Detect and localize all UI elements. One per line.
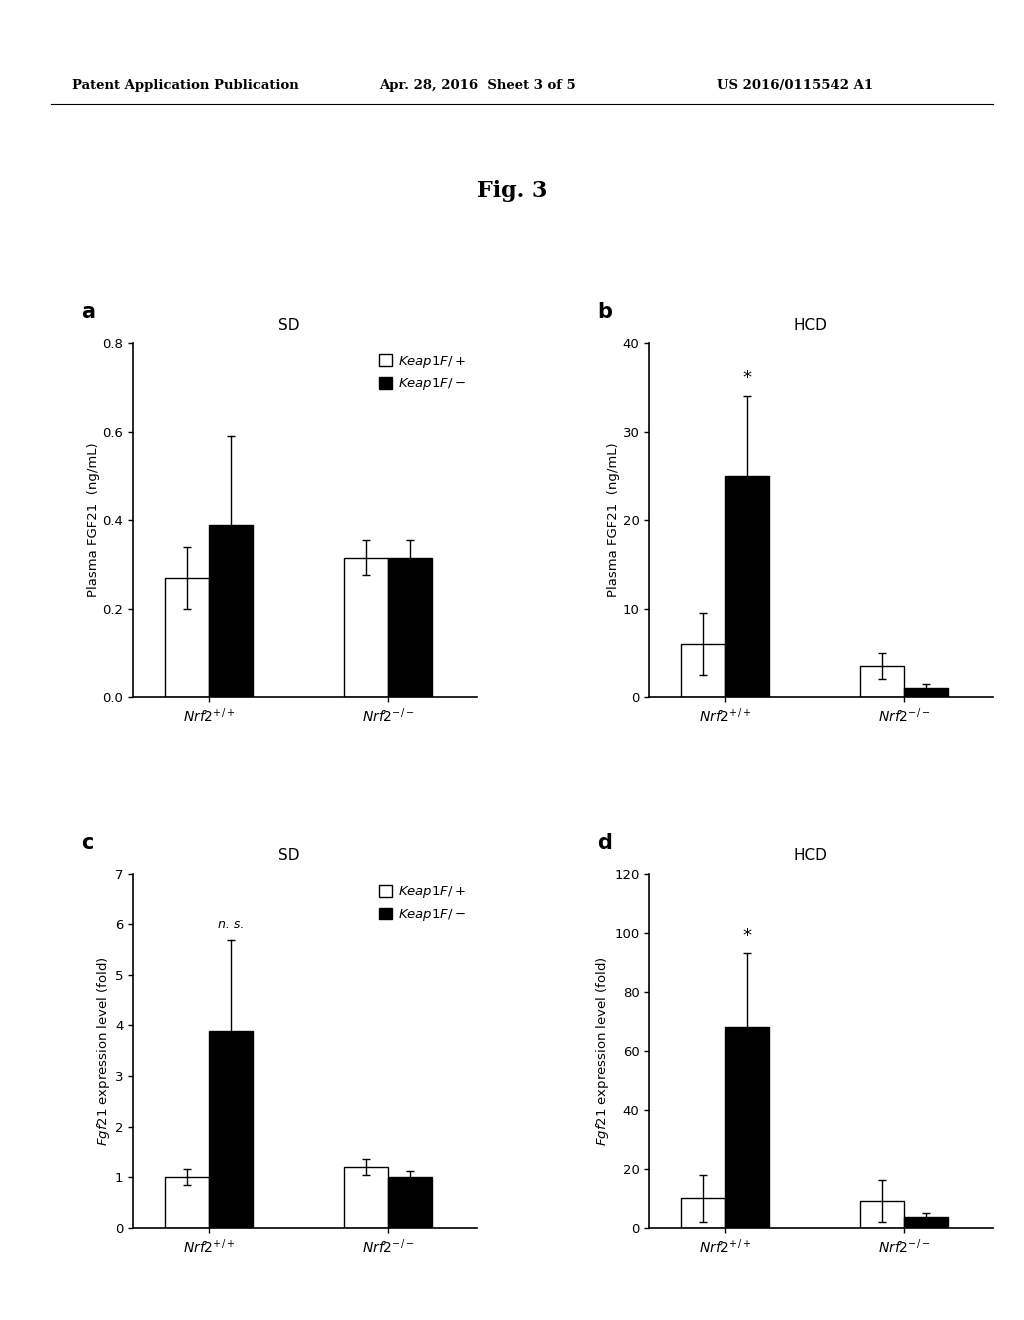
Y-axis label: $\mathit{Fgf21}$ expression level (fold): $\mathit{Fgf21}$ expression level (fold) bbox=[594, 956, 611, 1146]
Text: c: c bbox=[82, 833, 94, 853]
Text: SD: SD bbox=[278, 318, 299, 333]
Text: HCD: HCD bbox=[794, 318, 827, 333]
Bar bbox=[681, 1199, 725, 1228]
Bar bbox=[725, 1027, 769, 1228]
Bar bbox=[344, 1167, 388, 1228]
Bar bbox=[209, 524, 253, 697]
Bar bbox=[681, 644, 725, 697]
Y-axis label: $\mathit{Fgf21}$ expression level (fold): $\mathit{Fgf21}$ expression level (fold) bbox=[95, 956, 112, 1146]
Legend: $\mathit{Keap1F/+}$, $\mathit{Keap1F/-}$: $\mathit{Keap1F/+}$, $\mathit{Keap1F/-}$ bbox=[375, 350, 471, 396]
Bar bbox=[388, 557, 432, 697]
Text: Apr. 28, 2016  Sheet 3 of 5: Apr. 28, 2016 Sheet 3 of 5 bbox=[379, 79, 575, 92]
Text: b: b bbox=[598, 302, 612, 322]
Text: HCD: HCD bbox=[794, 849, 827, 863]
Text: SD: SD bbox=[278, 849, 299, 863]
Y-axis label: Plasma FGF21  (ng/mL): Plasma FGF21 (ng/mL) bbox=[607, 442, 620, 598]
Bar bbox=[725, 477, 769, 697]
Text: *: * bbox=[742, 927, 752, 945]
Text: n. s.: n. s. bbox=[218, 917, 244, 931]
Text: Fig. 3: Fig. 3 bbox=[477, 181, 547, 202]
Bar bbox=[344, 557, 388, 697]
Legend: $\mathit{Keap1F/+}$, $\mathit{Keap1F/-}$: $\mathit{Keap1F/+}$, $\mathit{Keap1F/-}$ bbox=[375, 880, 471, 927]
Bar bbox=[904, 1217, 948, 1228]
Bar bbox=[209, 1031, 253, 1228]
Bar bbox=[860, 667, 904, 697]
Bar bbox=[388, 1177, 432, 1228]
Y-axis label: Plasma FGF21  (ng/mL): Plasma FGF21 (ng/mL) bbox=[87, 442, 99, 598]
Bar bbox=[165, 1177, 209, 1228]
Text: US 2016/0115542 A1: US 2016/0115542 A1 bbox=[717, 79, 872, 92]
Bar bbox=[165, 578, 209, 697]
Text: *: * bbox=[742, 370, 752, 388]
Text: Patent Application Publication: Patent Application Publication bbox=[72, 79, 298, 92]
Text: d: d bbox=[598, 833, 612, 853]
Text: a: a bbox=[82, 302, 95, 322]
Bar bbox=[860, 1201, 904, 1228]
Bar bbox=[904, 688, 948, 697]
